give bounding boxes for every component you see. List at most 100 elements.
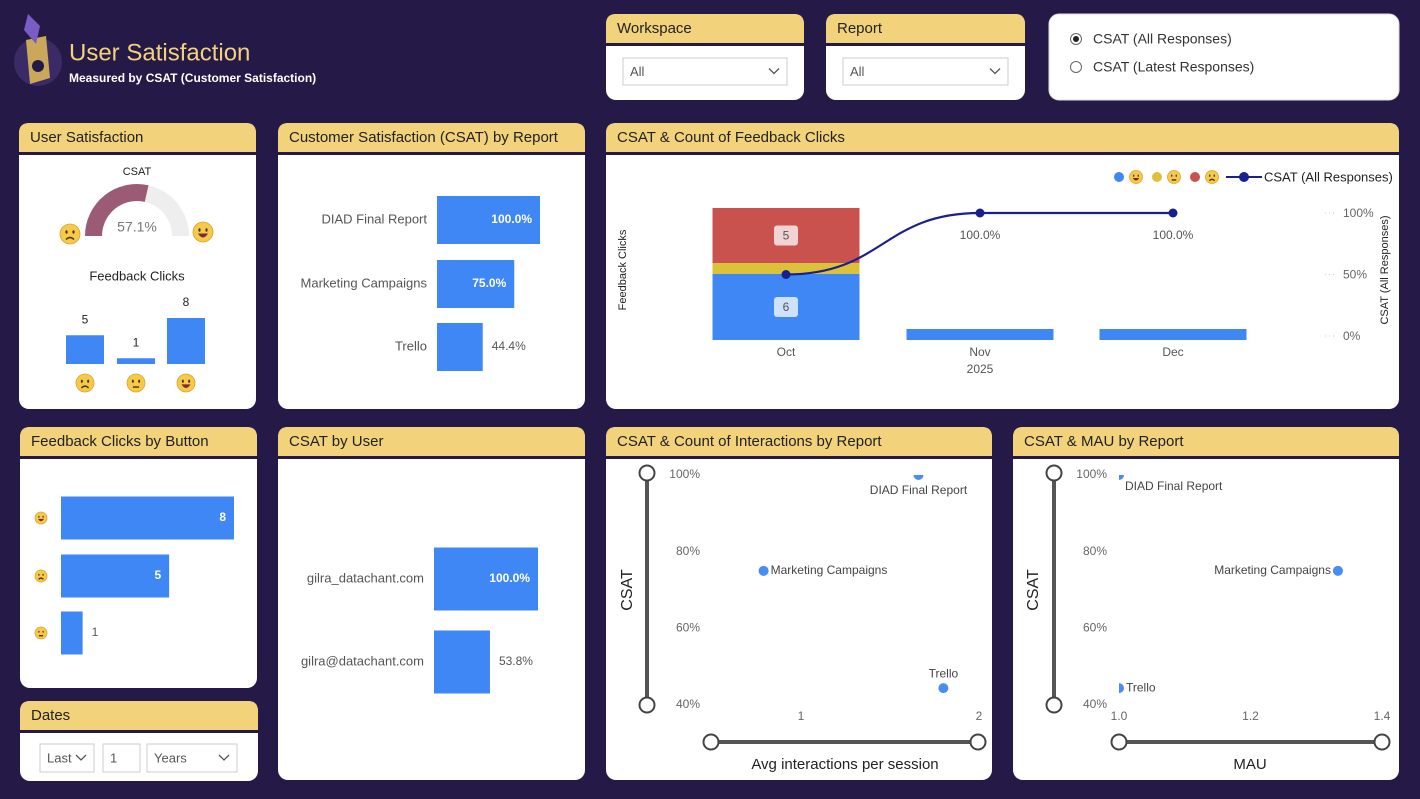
bar xyxy=(167,318,205,364)
x-tick-label: 1 xyxy=(798,709,805,723)
card-header-rule xyxy=(606,152,1399,155)
logo xyxy=(14,14,62,86)
emoji-eye xyxy=(1133,174,1135,177)
emoji-eye xyxy=(188,379,191,383)
x-tick-label: 1.2 xyxy=(1242,709,1259,723)
bar-label: 1 xyxy=(92,625,99,639)
bar-segment xyxy=(906,329,1054,340)
card-title: CSAT by User xyxy=(289,433,383,450)
emoji-face xyxy=(75,373,95,393)
card-header xyxy=(278,123,585,152)
emoji-face xyxy=(1129,170,1143,184)
bar-label: 5 xyxy=(82,312,89,326)
legend-swatch xyxy=(1190,172,1200,182)
radio-button[interactable] xyxy=(1070,61,1082,73)
emoji-eye xyxy=(42,573,44,576)
line-label: 100.0% xyxy=(1153,228,1194,242)
bar xyxy=(437,260,515,308)
emoji-mouth xyxy=(65,236,75,241)
scatter-point xyxy=(1119,475,1124,480)
emoji-face xyxy=(192,221,214,243)
card-title: CSAT & MAU by Report xyxy=(1024,433,1184,450)
line-marker xyxy=(781,270,791,279)
dropdown-value: Last xyxy=(47,750,72,765)
line-marker xyxy=(1168,208,1178,218)
bar xyxy=(437,196,540,244)
bar-label: 1 xyxy=(133,335,140,349)
emoji-eye xyxy=(80,379,83,383)
y2-tick-label: 100% xyxy=(1343,206,1374,220)
radio-label[interactable]: CSAT (Latest Responses) xyxy=(1093,59,1254,75)
bar-label: 100.0% xyxy=(489,571,530,585)
emoji-eye xyxy=(131,379,134,383)
bar-label: 75.0% xyxy=(472,276,506,290)
card-title: Workspace xyxy=(617,20,692,37)
zoom-slider-handle[interactable] xyxy=(638,464,656,482)
x-tick-label: Dec xyxy=(1162,345,1183,359)
dropdown[interactable] xyxy=(39,743,95,773)
gauge-label: CSAT xyxy=(123,166,152,178)
bar-label: 8 xyxy=(219,510,226,524)
emoji-eye xyxy=(1209,174,1211,177)
dropdown-chevron xyxy=(218,754,230,761)
emoji-eye xyxy=(1175,174,1177,177)
radio-dot xyxy=(1073,36,1079,42)
scatter-point xyxy=(1332,565,1343,576)
dropdown[interactable] xyxy=(622,57,788,86)
card-title: CSAT & Count of Interactions by Report xyxy=(617,433,882,450)
line-label: 100.0% xyxy=(960,228,1001,242)
zoom-slider-handle[interactable] xyxy=(969,733,987,751)
emoji-eye xyxy=(1137,174,1139,177)
y-axis-title: Feedback Clicks xyxy=(617,229,629,310)
scatter-point xyxy=(758,565,769,576)
x-tick-label: Oct xyxy=(777,345,796,359)
y-axis-title: CSAT xyxy=(619,569,636,611)
zoom-slider-handle[interactable] xyxy=(1045,464,1063,482)
y-tick-label: gilra@datachant.com xyxy=(301,653,424,668)
zoom-slider-handle[interactable] xyxy=(638,696,656,714)
dropdown[interactable] xyxy=(842,57,1009,86)
bar-label-box xyxy=(774,225,798,246)
emoji-eye xyxy=(38,573,40,576)
bar-label: 5 xyxy=(154,568,161,582)
zoom-slider-handle[interactable] xyxy=(1373,733,1391,751)
x-tick-label: 1.0 xyxy=(1111,709,1128,723)
radio-label[interactable]: CSAT (All Responses) xyxy=(1093,31,1232,47)
card-header-rule xyxy=(278,152,585,155)
card-header xyxy=(606,123,1399,152)
bar xyxy=(434,547,538,611)
logo-wing xyxy=(24,14,40,44)
x-axis-title: Avg interactions per session xyxy=(751,756,938,773)
emoji-eye xyxy=(87,379,90,383)
card xyxy=(278,123,585,409)
gauge-fill xyxy=(85,183,149,236)
dropdown-value: Years xyxy=(154,750,187,765)
zoom-slider-handle[interactable] xyxy=(1110,733,1128,751)
card-title: Report xyxy=(837,20,883,37)
scatter-label: Marketing Campaigns xyxy=(771,563,888,577)
scatter-point xyxy=(913,475,924,480)
emoji-eye xyxy=(42,630,44,633)
bar xyxy=(61,496,234,540)
chart-title: Feedback Clicks xyxy=(89,268,185,283)
card xyxy=(606,427,992,780)
scatter-label: DIAD Final Report xyxy=(870,483,968,497)
dropdown[interactable] xyxy=(102,743,141,773)
dropdown-chevron xyxy=(768,68,780,75)
bar-label: 44.4% xyxy=(492,339,526,353)
emoji-mouth xyxy=(80,385,90,389)
emoji-eye xyxy=(1171,174,1173,177)
emoji-face xyxy=(1167,170,1181,184)
card-header xyxy=(278,427,585,456)
scatter-point xyxy=(1119,683,1124,694)
zoom-slider-handle[interactable] xyxy=(1045,696,1063,714)
card-title: Feedback Clicks by Button xyxy=(31,433,209,450)
bar-label-box xyxy=(774,297,798,317)
card-header-rule xyxy=(606,43,804,46)
zoom-slider-handle[interactable] xyxy=(702,733,720,751)
legend-label: CSAT (All Responses) xyxy=(1264,169,1393,184)
dropdown-value: All xyxy=(850,64,865,79)
legend-swatch xyxy=(1114,172,1124,182)
x-tick-label: 2 xyxy=(976,709,983,723)
